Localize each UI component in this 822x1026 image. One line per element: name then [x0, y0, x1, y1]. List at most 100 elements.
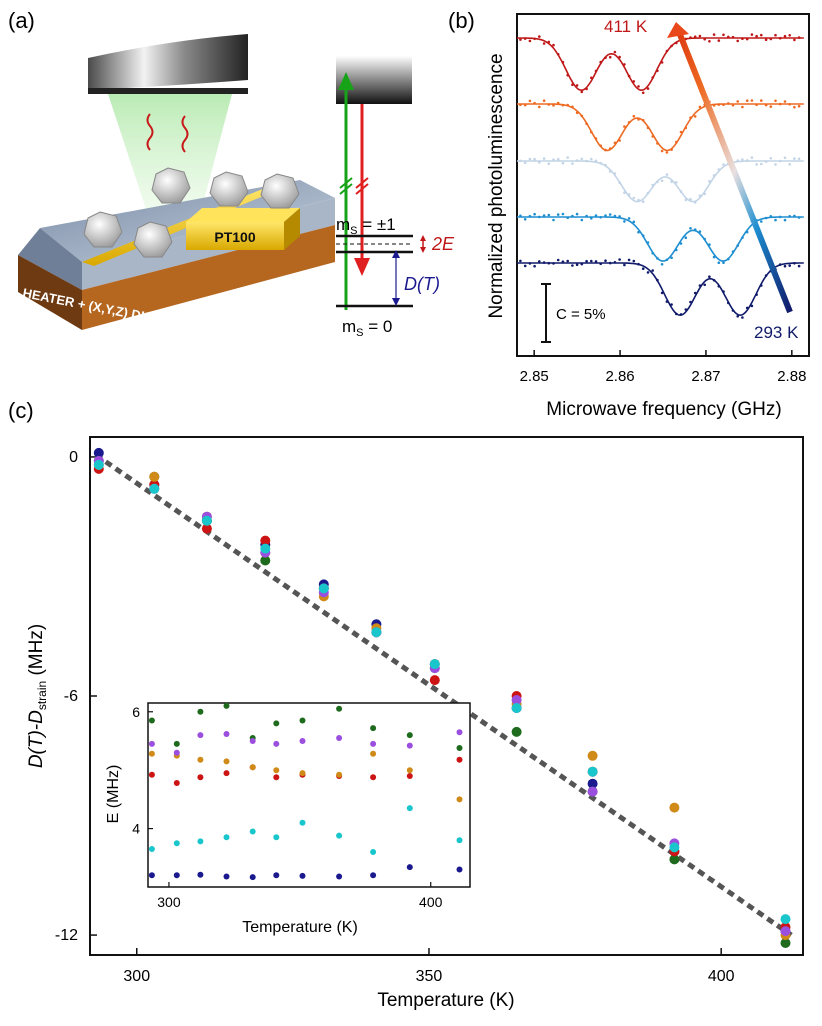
spectrum-point [641, 234, 645, 237]
spectrum-point [656, 278, 659, 282]
spectrum-point [731, 309, 735, 312]
spectrum-point [675, 312, 678, 316]
inset-data-point [148, 872, 155, 879]
spectrum-point [693, 115, 697, 118]
spectrum-point [727, 257, 730, 261]
emission-wave-icon [181, 115, 189, 153]
spectrum-point [561, 260, 565, 264]
spectrum-point [552, 218, 555, 222]
panel-c: (c) 300 350 400 0 -6 -12 Temperature (K) D(T)… [8, 398, 804, 1011]
spectrum-point [755, 103, 758, 107]
spectrum-point [566, 156, 569, 159]
inset-data-point [173, 840, 180, 847]
spectrum-point [656, 69, 659, 73]
spectrum-point [764, 103, 768, 107]
inset-data-point [197, 838, 204, 845]
inset-data-point [456, 796, 463, 803]
spectrum-point [717, 168, 721, 171]
spectrum-point [689, 227, 692, 230]
spectrum-point [571, 214, 574, 218]
spectrum-point [689, 300, 692, 304]
spectrum-point [797, 216, 801, 219]
x-ticks-b: 2.85 2.86 2.87 2.88 [520, 350, 806, 385]
x-tick-label-c: 400 [708, 968, 735, 985]
pt100-label: PT100 [214, 229, 255, 245]
spectrum-point [693, 291, 697, 295]
spectrum-point [641, 118, 645, 122]
spectrum-point [519, 214, 522, 218]
inset-data-point [223, 731, 230, 737]
spectrum-point [604, 163, 607, 167]
inset-data-point [370, 725, 377, 732]
spectrum-point [632, 196, 636, 200]
splitting-label: 2E [431, 234, 455, 254]
spectrum-point [632, 220, 636, 224]
spectrum-point [788, 163, 791, 166]
spectrum-point [793, 105, 796, 109]
spectrum-point [552, 262, 555, 265]
spectrum-point [533, 212, 536, 216]
inset-data-point [336, 735, 343, 741]
spectrum-point [679, 242, 683, 245]
spectrum-point [769, 105, 773, 108]
axis-ticks-c: 300 350 400 0 -6 -12 [55, 449, 735, 985]
spectrum-point [727, 301, 730, 305]
panel-a: (a) HEATER + (X,Y,Z) DISPLACEMENT PT100 [8, 8, 455, 341]
spectrum-point [547, 261, 551, 265]
spectrum-point [731, 104, 735, 107]
spectrum-point [599, 216, 602, 219]
spectrum-point [585, 214, 588, 218]
spectrum-point [665, 173, 669, 176]
spectrum-point [788, 34, 791, 37]
spectrum-point [660, 149, 664, 153]
spectrum-point [646, 191, 650, 195]
spectrum-point [566, 216, 569, 220]
spectrum-point [571, 83, 574, 86]
spectrum-fit-line [517, 103, 804, 152]
x-axis-label-b: Microwave frequency (GHz) [546, 399, 781, 420]
spectrum-point [538, 161, 541, 164]
inset-data-point [370, 750, 377, 757]
spectrum-point [547, 103, 551, 106]
inset-y-tick-label: 6 [132, 704, 140, 720]
data-point [93, 447, 104, 458]
inset-data-point [299, 872, 306, 879]
spectrum-point [793, 214, 796, 218]
data-point [149, 471, 160, 482]
inset-data-point [370, 849, 377, 855]
spectrum-point [693, 201, 697, 204]
spectrum-point [575, 111, 579, 115]
spectrum-point [797, 157, 801, 161]
inset-data-point [299, 819, 306, 826]
data-point [587, 778, 598, 789]
spectrum-point [613, 50, 617, 54]
spectrum-point [608, 55, 612, 59]
spectrum-point [660, 179, 664, 183]
spectrum-point [523, 161, 527, 164]
spectrum-point [736, 100, 739, 103]
spectrum-point [783, 156, 787, 160]
laser-cone [108, 94, 232, 215]
spectrum-point [571, 105, 574, 109]
spectrum-point [608, 147, 612, 150]
inset-data-point [336, 705, 343, 712]
spectrum-point [566, 73, 569, 77]
spectrum-point [618, 181, 621, 184]
spectrum-point [599, 60, 602, 64]
inset-data-point [456, 756, 463, 763]
linear-fit-line [94, 452, 793, 938]
spectrum-point [745, 159, 749, 162]
spectrum-point [793, 262, 796, 265]
spectrum-point [632, 259, 636, 263]
spectrum-point [637, 262, 640, 266]
spectrum-point [665, 258, 669, 262]
temperature-arrow [676, 30, 793, 314]
panel-b: (b) 2.85 2.86 2.87 2.88 Microwave frequency… [448, 8, 810, 420]
spectrum-point [580, 157, 584, 161]
spectrum-point [608, 261, 612, 265]
inset-data-point [223, 758, 230, 765]
spectrum-point [651, 183, 654, 187]
spectrum-point [675, 181, 678, 184]
spectrum-point [590, 259, 593, 263]
spectrum-point [783, 264, 787, 268]
